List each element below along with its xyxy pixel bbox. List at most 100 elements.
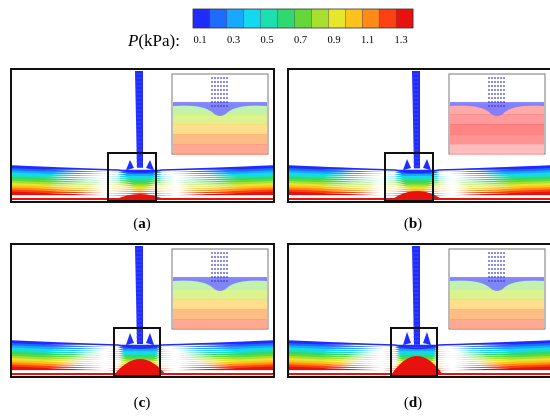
colorbar-tick-label: 0.7: [294, 35, 307, 46]
inset-droplet: [220, 280, 222, 282]
pool-pressure-band: [289, 185, 550, 192]
caption-c: (c): [133, 395, 151, 411]
pool-pressure-band: [12, 182, 273, 189]
inset-droplet: [500, 256, 502, 258]
inset-droplet: [497, 77, 499, 79]
inset-droplet: [494, 272, 496, 274]
inset-droplet: [217, 81, 219, 83]
inset-droplet: [211, 256, 213, 258]
inset-droplet: [217, 97, 219, 99]
colorbar-swatch: [362, 9, 380, 28]
inset-droplet: [211, 85, 213, 87]
pool-surface: [11, 165, 274, 173]
inset-droplet: [217, 268, 219, 270]
pool-pressure-band: [12, 178, 273, 186]
inset-droplet: [220, 105, 222, 107]
inset-droplet: [488, 256, 490, 258]
colorbar-swatch: [396, 9, 414, 28]
inset-droplet: [223, 101, 225, 103]
impact-pressure-dome: [391, 191, 443, 200]
zoom-inset: [448, 73, 546, 155]
inset-droplet: [494, 276, 496, 278]
inset-droplet: [494, 280, 496, 282]
inset-droplet: [488, 97, 490, 99]
inset-droplet: [226, 264, 228, 266]
inset-pressure-band: [450, 114, 544, 125]
inset-droplet: [226, 97, 228, 99]
inset-droplet: [491, 280, 493, 282]
inset-droplet: [488, 77, 490, 79]
inset-droplet: [211, 89, 213, 91]
inset-droplet: [494, 260, 496, 262]
inset-droplet: [220, 81, 222, 83]
pool-pressure-band: [12, 351, 273, 361]
pool-surface: [288, 165, 550, 174]
inset-droplet: [494, 85, 496, 87]
inset-droplet: [214, 276, 216, 278]
inset-droplet: [211, 252, 213, 254]
inset-surface: [173, 102, 267, 116]
colorbar-swatch: [328, 9, 346, 28]
inset-droplet: [491, 252, 493, 254]
inset-droplet: [211, 276, 213, 278]
inset-droplet: [488, 105, 490, 107]
splash-crown-left: [126, 333, 134, 345]
inset-droplet: [500, 93, 502, 95]
inset-droplet: [226, 256, 228, 258]
inset-droplet: [220, 89, 222, 91]
inset-droplet: [491, 256, 493, 258]
inset-droplet: [214, 264, 216, 266]
inset-droplet: [503, 276, 505, 278]
inset-droplet: [220, 77, 222, 79]
colorbar-swatch: [294, 9, 312, 28]
inset-droplet: [223, 268, 225, 270]
inset-pressure-band: [173, 124, 267, 135]
inset-droplet: [211, 97, 213, 99]
inset-droplet: [217, 89, 219, 91]
inset-droplet: [491, 97, 493, 99]
inset-droplet: [500, 276, 502, 278]
inset-droplet: [226, 260, 228, 262]
inset-droplet: [497, 276, 499, 278]
pool-pressure-band: [289, 174, 550, 183]
colorbar-swatch: [243, 9, 262, 28]
inset-droplet: [226, 81, 228, 83]
inset-droplet: [503, 93, 505, 95]
inset-droplet: [226, 89, 228, 91]
simulation-figure: [287, 68, 550, 203]
inset-droplet: [214, 93, 216, 95]
pool-pressure-band: [12, 166, 273, 175]
inset-droplet: [503, 105, 505, 107]
inset-droplet: [223, 256, 225, 258]
inset-droplet: [500, 81, 502, 83]
inset-droplet: [488, 81, 490, 83]
panel-frame: [287, 68, 550, 203]
pool-pressure-band: [12, 185, 273, 191]
inset-droplet: [494, 97, 496, 99]
impact-pressure-dome: [391, 356, 443, 375]
inset-droplet: [497, 89, 499, 91]
inset-droplet: [503, 89, 505, 91]
colorbar-tick-label: 0.1: [193, 35, 206, 46]
inset-droplet: [211, 93, 213, 95]
pool-pressure-band: [289, 366, 550, 372]
inset-droplet: [223, 280, 225, 282]
inset-pressure-band: [173, 309, 267, 320]
inset-droplet: [214, 89, 216, 91]
pool-pressure-band: [12, 176, 273, 184]
splash-crown-right: [146, 333, 154, 345]
inset-droplet: [494, 93, 496, 95]
inset-droplet: [491, 272, 493, 274]
inset-droplet: [488, 85, 490, 87]
pool-pressure-band: [12, 343, 273, 355]
splash-crown-right: [423, 159, 431, 170]
inset-droplet: [211, 101, 213, 103]
colorbar-label: P(kPa):: [127, 31, 180, 50]
colorbar-tick-label: 0.9: [327, 35, 340, 46]
inset-droplet: [503, 256, 505, 258]
inset-droplet: [503, 101, 505, 103]
inset-droplet: [220, 93, 222, 95]
inset-droplet: [220, 256, 222, 258]
colorbar-frame: [192, 8, 414, 29]
liquid-jet: [135, 246, 143, 344]
